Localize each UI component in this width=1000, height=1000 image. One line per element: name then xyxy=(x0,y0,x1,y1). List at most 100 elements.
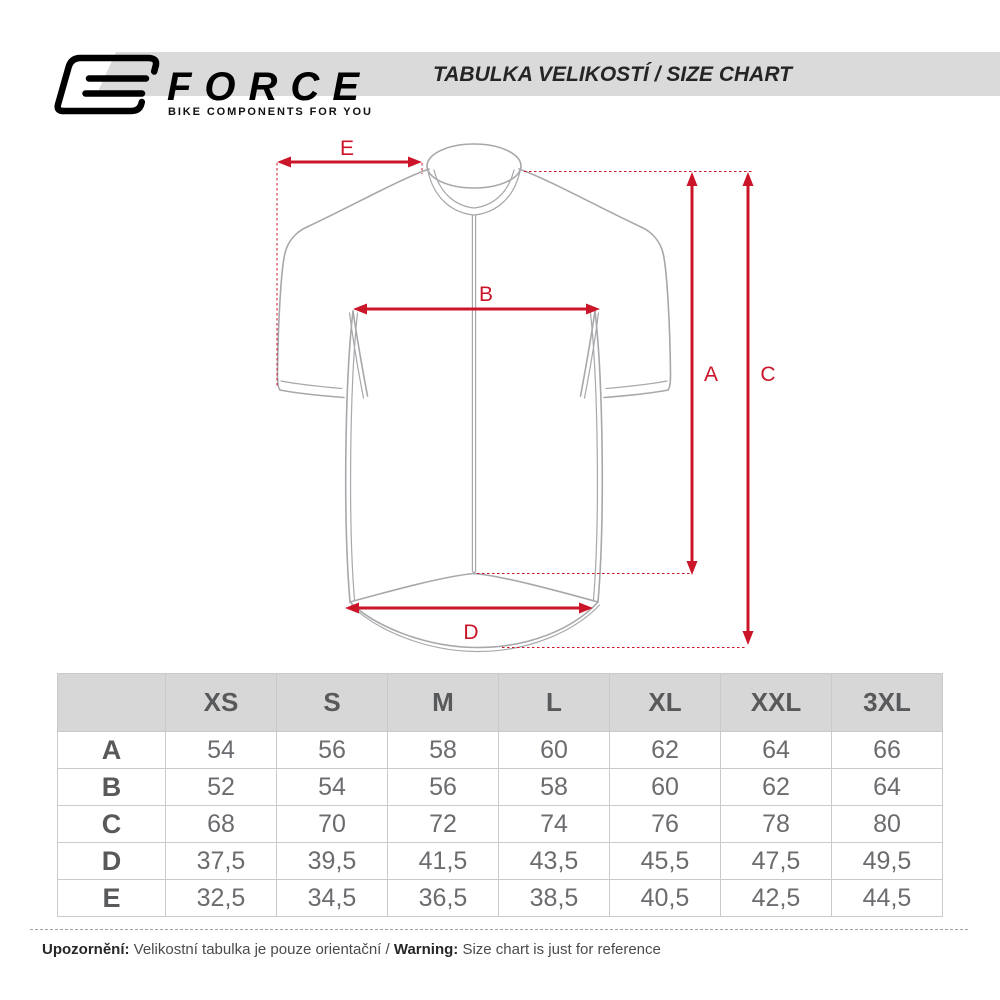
cell-a-xl: 62 xyxy=(609,731,721,769)
force-logo: FORCE BIKE COMPONENTS FOR YOU xyxy=(54,54,372,118)
brand-wordmark: FORCE xyxy=(167,65,372,109)
size-col-header-m: M xyxy=(387,673,499,732)
cell-c-3xl: 80 xyxy=(831,805,943,843)
cell-c-xxl: 78 xyxy=(720,805,832,843)
arrow-right-icon xyxy=(586,303,600,315)
table-row-d: D 37,5 39,5 41,5 43,5 45,5 47,5 49,5 xyxy=(57,842,943,880)
cell-b-xs: 52 xyxy=(165,768,277,806)
jersey-shoulder-right xyxy=(518,168,642,228)
size-col-header-l: L xyxy=(498,673,610,732)
measure-e: E xyxy=(276,137,423,387)
jersey-sleeve-left-hem xyxy=(279,389,345,399)
cell-a-l: 60 xyxy=(498,731,610,769)
footer-note: Upozornění: Velikostní tabulka je pouze … xyxy=(42,941,661,958)
cell-a-s: 56 xyxy=(276,731,388,769)
cell-b-m: 56 xyxy=(387,768,499,806)
measure-label-c: C xyxy=(760,363,775,386)
cell-d-m: 41,5 xyxy=(387,842,499,880)
cell-a-m: 58 xyxy=(387,731,499,769)
cell-b-l: 58 xyxy=(498,768,610,806)
row-label-d: D xyxy=(57,842,166,880)
cell-e-xxl: 42,5 xyxy=(720,879,832,917)
cell-e-s: 34,5 xyxy=(276,879,388,917)
header-band xyxy=(96,52,1000,96)
jersey-side-left-seam xyxy=(349,312,359,601)
page-title: TABULKA VELIKOSTÍ / SIZE CHART xyxy=(433,63,792,86)
arrow-down-icon xyxy=(686,561,698,575)
cell-d-l: 43,5 xyxy=(498,842,610,880)
row-label-e: E xyxy=(57,879,166,917)
force-logo-emblem-icon xyxy=(54,54,160,115)
jersey-sleeve-right-outer xyxy=(640,226,672,391)
jersey-sleeve-right-hem xyxy=(603,389,669,399)
cell-d-xxl: 47,5 xyxy=(720,842,832,880)
size-col-header-xxl: XXL xyxy=(720,673,832,732)
arrow-up-icon xyxy=(686,172,698,186)
size-col-header-s: S xyxy=(276,673,388,732)
cell-b-xl: 60 xyxy=(609,768,721,806)
jersey-collar-front-inner xyxy=(433,169,515,209)
corner-cell xyxy=(57,673,166,732)
jersey-sleeve-right-hem-line xyxy=(605,380,668,390)
cell-b-xxl: 62 xyxy=(720,768,832,806)
measure-label-b: B xyxy=(479,283,493,306)
row-label-a: A xyxy=(57,731,166,769)
jersey-side-left xyxy=(344,310,354,603)
table-row-c: C 68 70 72 74 76 78 80 xyxy=(57,805,943,843)
cell-a-xxl: 64 xyxy=(720,731,832,769)
measure-b: B xyxy=(353,283,600,315)
footer-note-en-label: Warning: xyxy=(393,941,459,958)
arrow-up-icon xyxy=(742,172,754,186)
size-table: XS S M L XL XXL 3XL A 54 56 58 60 62 64 66 B 52 54 56 58 60 6… xyxy=(57,673,943,917)
cell-a-xs: 54 xyxy=(165,731,277,769)
jersey-hem-bottom-edge xyxy=(350,604,601,653)
cell-e-m: 36,5 xyxy=(387,879,499,917)
jersey-zipper xyxy=(471,214,477,575)
jersey-hem-bottom xyxy=(349,601,599,649)
footer-note-cs-label: Upozornění: xyxy=(42,941,130,958)
arrow-left-icon xyxy=(353,303,367,315)
footer-note-cs-text: Velikostní tabulka je pouze orientační / xyxy=(129,941,394,958)
cell-c-xs: 68 xyxy=(165,805,277,843)
cell-e-xl: 40,5 xyxy=(609,879,721,917)
jersey-collar-outer xyxy=(426,143,522,189)
jersey-outline xyxy=(276,143,672,653)
jersey-measurement-diagram: E B A C D xyxy=(276,137,776,653)
cell-c-m: 72 xyxy=(387,805,499,843)
measure-label-a: A xyxy=(704,363,718,386)
cell-c-xl: 76 xyxy=(609,805,721,843)
table-row-b: B 52 54 56 58 60 62 64 xyxy=(57,768,943,806)
cell-e-xs: 32,5 xyxy=(165,879,277,917)
brand-tagline: BIKE COMPONENTS FOR YOU xyxy=(168,106,372,118)
cell-b-s: 54 xyxy=(276,768,388,806)
arrow-right-icon xyxy=(408,156,422,168)
measure-a: A xyxy=(477,172,718,575)
jersey-collar-front xyxy=(427,170,521,216)
arrow-left-icon xyxy=(277,156,291,168)
size-col-header-xs: XS xyxy=(165,673,277,732)
cell-c-l: 74 xyxy=(498,805,610,843)
jersey-sleeve-left-inner xyxy=(352,310,369,397)
cell-d-xs: 37,5 xyxy=(165,842,277,880)
cell-d-xl: 45,5 xyxy=(609,842,721,880)
jersey-side-right-seam xyxy=(589,312,599,601)
measure-c: C xyxy=(502,172,776,648)
jersey-sleeve-left-hem-line xyxy=(280,380,343,390)
jersey-hem-top xyxy=(349,572,599,603)
arrow-right-icon xyxy=(579,602,593,614)
jersey-sleeve-left-inner-line xyxy=(348,312,365,399)
cell-b-3xl: 64 xyxy=(831,768,943,806)
measure-d: D xyxy=(345,602,593,644)
cell-d-3xl: 49,5 xyxy=(831,842,943,880)
jersey-sleeve-right-inner-line xyxy=(583,312,600,399)
arrow-left-icon xyxy=(345,602,359,614)
size-col-header-xl: XL xyxy=(609,673,721,732)
jersey-side-right xyxy=(594,310,604,603)
cell-e-3xl: 44,5 xyxy=(831,879,943,917)
cell-d-s: 39,5 xyxy=(276,842,388,880)
table-row-e: E 32,5 34,5 36,5 38,5 40,5 42,5 44,5 xyxy=(57,879,943,917)
cell-e-l: 38,5 xyxy=(498,879,610,917)
size-col-header-3xl: 3XL xyxy=(831,673,943,732)
jersey-sleeve-left-outer xyxy=(276,226,308,391)
